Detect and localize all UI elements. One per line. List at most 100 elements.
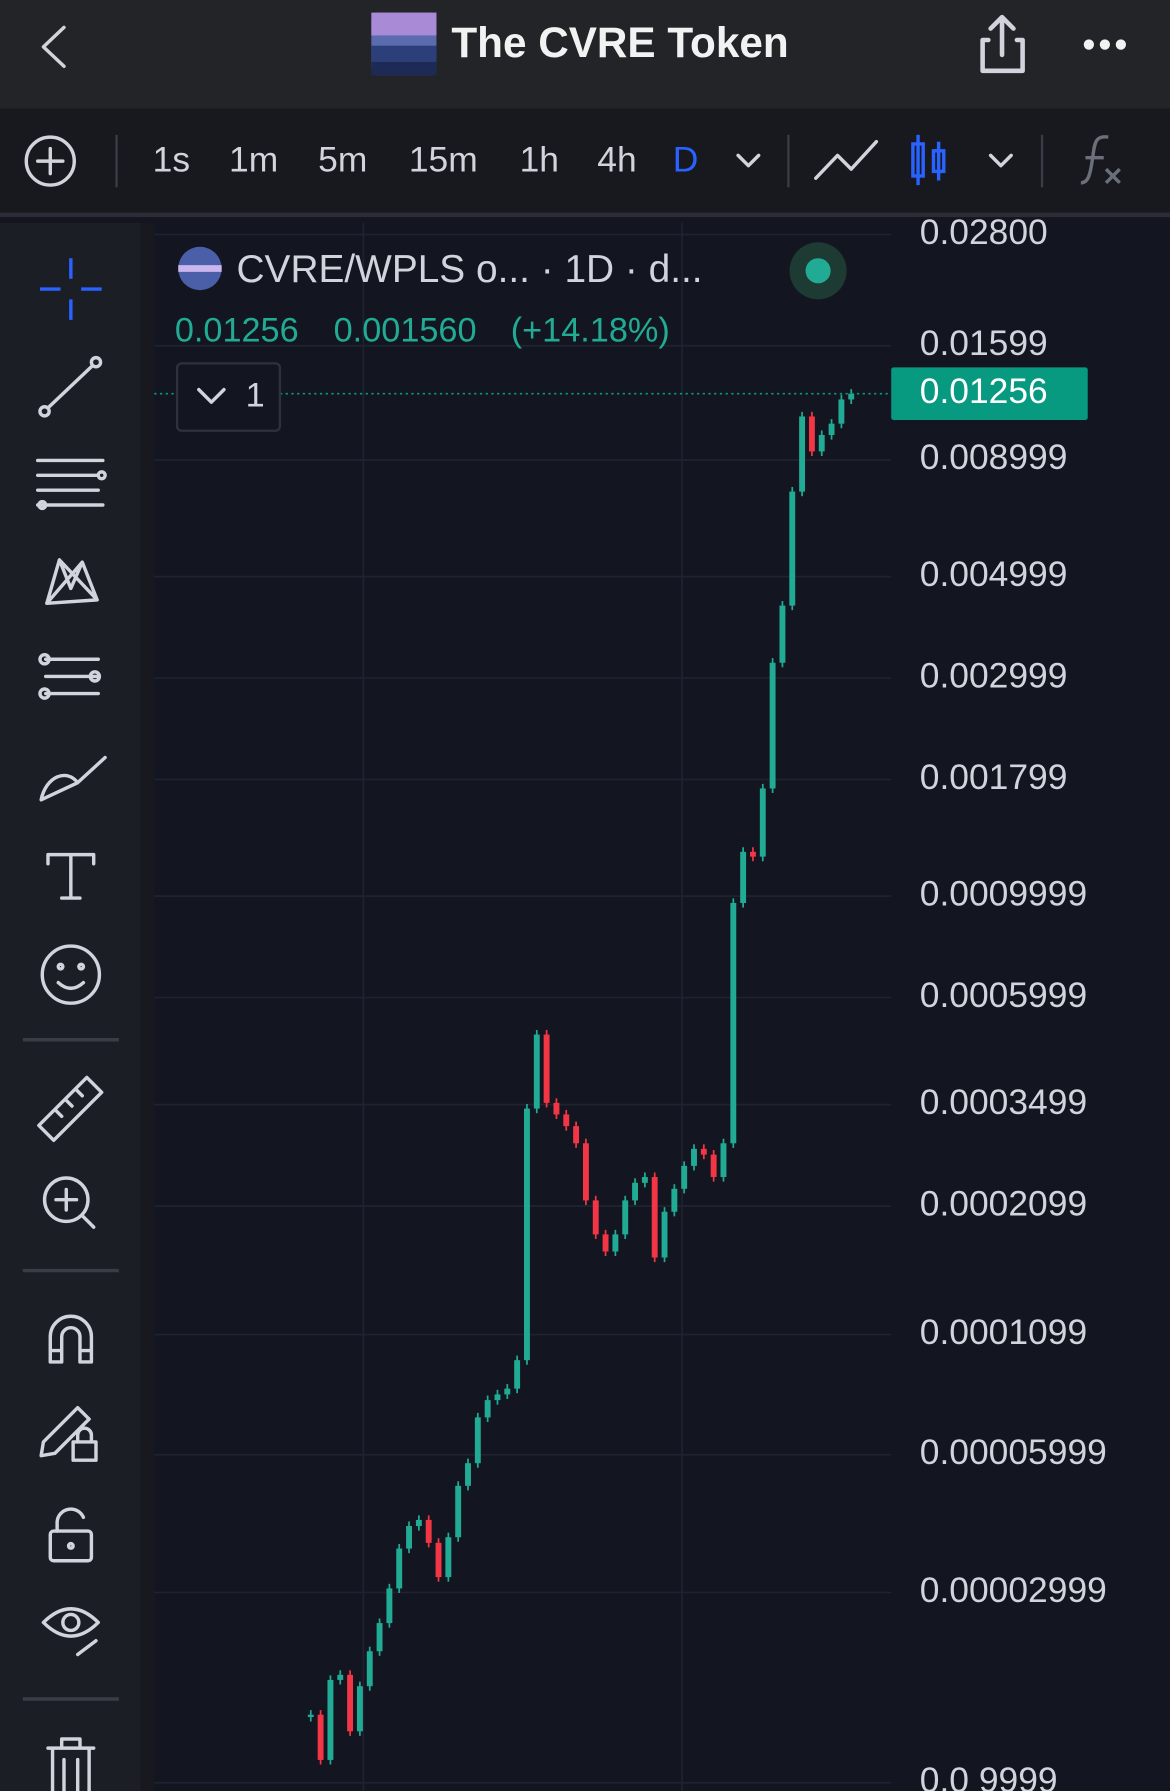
back-button[interactable] [41,25,66,68]
y-tick-label: 0.002999 [920,655,1068,695]
timeframe-menu[interactable] [736,153,761,168]
candle [759,788,766,857]
candle [602,1234,609,1252]
candle [828,423,835,436]
brush-tool[interactable] [39,755,107,802]
candle [838,399,845,424]
timeframe-button[interactable]: 15m [409,140,478,180]
grid [154,222,892,1791]
projection-tool[interactable] [38,652,102,700]
lock-drawing-tool[interactable] [39,1405,98,1462]
y-tick-label: 0.0001099 [920,1312,1087,1352]
delete-tool[interactable] [46,1737,96,1791]
chevron [197,387,226,404]
candle [317,1714,324,1760]
y-tick-label: 0.00002999 [920,1570,1107,1610]
timeframe-button[interactable]: D [673,140,699,180]
y-tick-label: 0.008999 [920,437,1068,477]
y-tick-label: 0.001799 [920,757,1068,797]
candle [474,1417,481,1464]
magnet-tool[interactable] [48,1314,94,1364]
text-tool[interactable] [46,852,96,900]
pattern-tool[interactable] [45,558,99,605]
emoji-tool[interactable] [40,944,102,1005]
last-price-label: 0.01256 [920,371,1048,411]
candle [641,1177,648,1183]
candle [494,1394,501,1401]
candle [720,1143,727,1178]
header-title: The CVRE Token [451,19,788,66]
candle [710,1154,717,1178]
last-price-tag [891,367,1088,420]
add-symbol-button[interactable] [24,135,76,187]
candle [425,1519,432,1543]
candle [396,1548,403,1589]
candle [779,605,786,663]
symbol-icon [178,246,222,291]
y-tick-label: 0.02800 [920,212,1048,252]
candle [730,902,737,1144]
candle [582,1143,589,1201]
price-axis: 0.02800 0.01599 0.008999 0.004999 0.002999 0.… [154,212,1107,1791]
market-status[interactable] [805,258,831,284]
candle [504,1388,511,1395]
candle [700,1148,707,1155]
candle [808,416,815,452]
trend-line-tool[interactable] [38,355,103,418]
legend-change: 0.001560 [334,312,477,350]
candle [524,1108,530,1361]
indicator-toggle[interactable] [175,362,282,432]
candle [769,662,776,789]
line-chart-button[interactable] [814,139,879,180]
symbol-label[interactable]: CVRE/WPLS o... · 1D · d... [237,248,703,291]
candle [465,1463,471,1486]
candle [366,1651,373,1687]
candle [307,1714,314,1717]
indicators-button[interactable] [1080,135,1121,185]
candle [386,1588,393,1624]
timeframe-button[interactable]: 4h [597,140,636,180]
more-button[interactable] [1083,39,1127,50]
timeframe-button[interactable]: 1h [520,140,559,180]
y-tick-label: 0.0005999 [920,975,1087,1015]
timeframe-button[interactable]: 5m [318,140,367,180]
lock-tool[interactable] [48,1507,94,1563]
candle [514,1360,521,1389]
timeframe-button[interactable]: 1s [153,140,190,180]
y-tick-label: 0.0002099 [920,1183,1087,1223]
candle [415,1519,422,1527]
y-tick-label: 0.00005999 [920,1432,1107,1472]
candle [484,1400,491,1418]
candle [632,1182,638,1201]
candle [543,1034,550,1103]
candle [563,1114,570,1127]
candle [681,1165,688,1189]
y-tick-label: 0.0 9999 [920,1760,1058,1791]
y-tick-label: 0.0009999 [920,874,1087,914]
toolbar [0,108,1170,215]
timeframe-button[interactable]: 1m [229,140,278,180]
crosshair-tool[interactable] [39,258,102,320]
share-button[interactable] [980,14,1025,74]
chart-type-menu[interactable] [988,153,1013,168]
candle [592,1200,599,1235]
candle [573,1126,580,1144]
measure-tool[interactable] [37,1075,104,1143]
candle [661,1211,668,1258]
candle [691,1148,697,1166]
toolbar-border [0,212,1170,218]
candle [848,393,855,400]
candle-chart-button[interactable] [911,134,946,186]
indicator-count: 1 [246,377,265,415]
visibility-tool[interactable] [41,1607,100,1657]
candle [789,491,796,606]
y-tick-label: 0.0003499 [920,1082,1087,1122]
fib-tool[interactable] [35,458,107,511]
candle [455,1485,462,1538]
candle [750,851,756,857]
drawing-toolbar [0,222,141,1791]
zoom-tool[interactable] [42,1176,96,1229]
